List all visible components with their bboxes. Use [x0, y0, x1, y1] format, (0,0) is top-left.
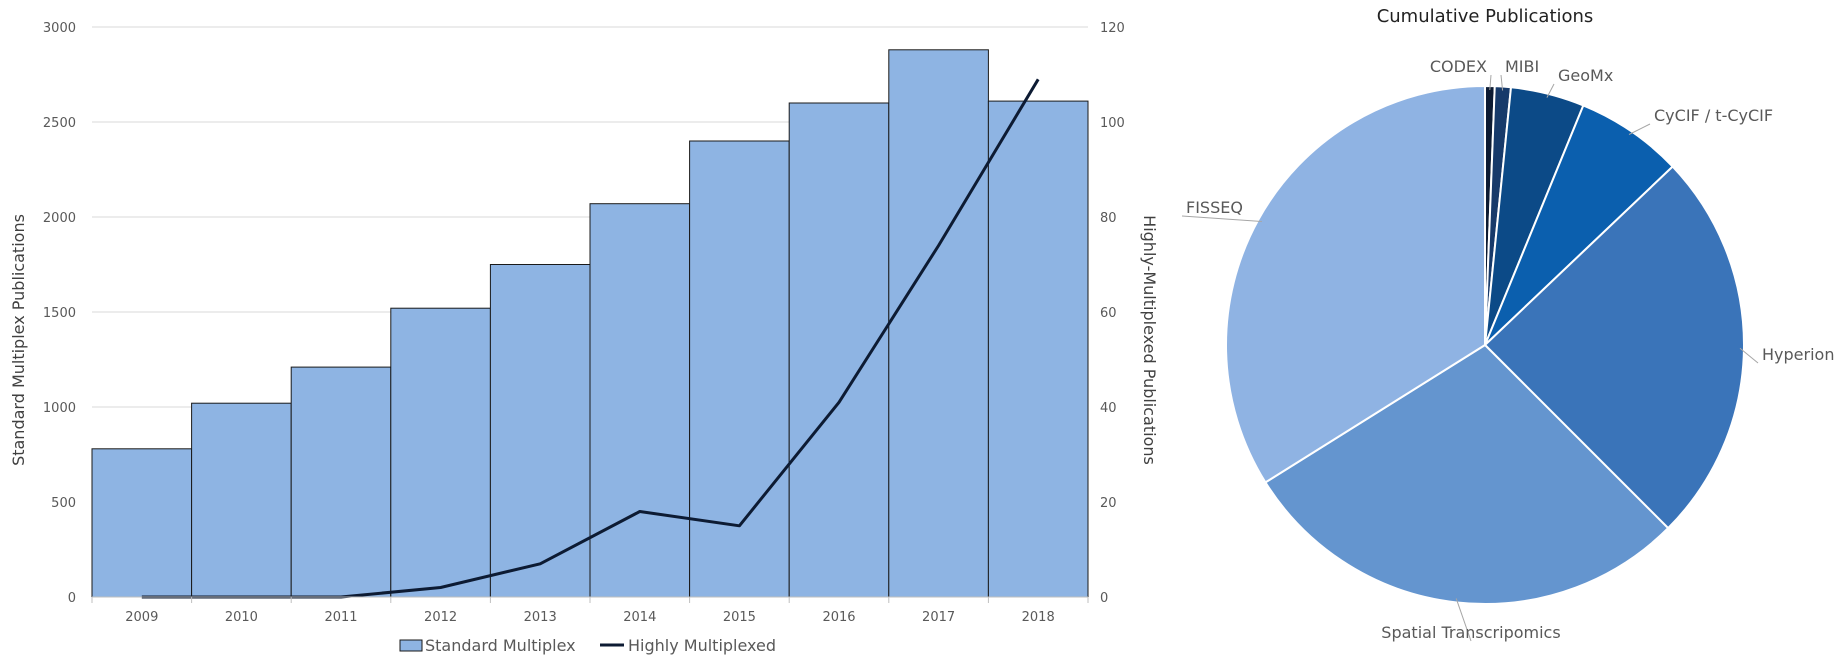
leader-line-fisseq	[1181, 215, 1262, 222]
pie-label-spatial-transcripomics: Spatial Transcripomics	[1381, 623, 1560, 642]
x-tick-label-2010: 2010	[225, 610, 258, 625]
pie-slice-fisseq	[1225, 84, 1486, 484]
y-axis-left-title: Standard Multiplex Publications	[9, 214, 28, 466]
pie-label-mibi: MIBI	[1505, 57, 1539, 76]
y-tick-label-left: 0	[68, 591, 76, 606]
pie-slice-hyperion	[1483, 165, 1745, 530]
y-axis-left: 0 500 1000 1500 2000 2500 3000	[43, 21, 76, 606]
x-tick-label-2017: 2017	[922, 610, 955, 625]
x-tick-label-2018: 2018	[1022, 610, 1055, 625]
legend-label-highly-multiplexed: Highly Multiplexed	[628, 636, 776, 655]
leader-line-spatial-transcripomics	[1455, 598, 1472, 642]
y-axis-right: 0 20 40 60 80 100 120	[1100, 21, 1125, 606]
combo-chart: 2009 2010 2011 2012 2013 2014 2015 2016 2017 2018…	[9, 21, 1159, 655]
y-tick-label-right: 80	[1100, 211, 1117, 226]
bar-2009	[91, 448, 193, 598]
y-tick-label-left: 3000	[43, 21, 76, 36]
y-tick-label-right: 60	[1100, 306, 1117, 321]
y-tick-label-left: 1000	[43, 401, 76, 416]
pie-slices	[1225, 84, 1745, 605]
pie-label-fisseq: FISSEQ	[1186, 198, 1243, 217]
x-axis: 2009 2010 2011 2012 2013 2014 2015 2016 2017 2018	[91, 596, 1089, 625]
x-tick-label-2011: 2011	[324, 610, 357, 625]
pie-slice-spatial-transcripomics	[1264, 343, 1670, 605]
x-tick-label-2012: 2012	[424, 610, 457, 625]
bar-2015	[689, 140, 790, 598]
x-tick-label-2009: 2009	[125, 610, 158, 625]
pie-label-codex: CODEX	[1430, 57, 1487, 76]
pie-labels: CODEX MIBI GeoMx CyCIF / t-CyCIF Hyperion Spa…	[1181, 57, 1834, 642]
bar-2014	[589, 203, 691, 598]
y-tick-label-right: 40	[1100, 401, 1117, 416]
pie-chart: Cumulative Publications CODEX MIBI GeoMx Cy…	[1181, 6, 1834, 642]
bar-2010	[191, 402, 292, 598]
y-tick-label-right: 0	[1100, 591, 1108, 606]
pie-label-geomx: GeoMx	[1558, 66, 1613, 85]
y-tick-label-right: 20	[1100, 496, 1117, 511]
x-tick-label-2016: 2016	[822, 610, 855, 625]
bar-2012	[390, 307, 491, 598]
bars	[91, 49, 1089, 598]
bar-2018	[987, 100, 1089, 598]
leader-line-mibi	[1500, 74, 1504, 91]
leader-line-geomx	[1546, 83, 1555, 98]
y-tick-label-right: 120	[1100, 21, 1125, 36]
y-axis-right-title: Highly-Multiplexed Publications	[1140, 215, 1159, 465]
leader-line-cycif-t-cycif	[1628, 123, 1651, 135]
pie-title: Cumulative Publications	[1377, 6, 1594, 27]
leader-line-hyperion	[1739, 347, 1759, 364]
x-tick-label-2014: 2014	[623, 610, 656, 625]
pie-label-cycif-t-cycif: CyCIF / t-CyCIF	[1654, 106, 1773, 125]
leader-line-codex	[1489, 74, 1492, 91]
legend-swatch-standard-multiplex	[399, 639, 423, 652]
y-tick-label-left: 2000	[43, 211, 76, 226]
chart-legend: Standard Multiplex Highly Multiplexed	[399, 636, 776, 655]
y-tick-label-left: 2500	[43, 116, 76, 131]
y-tick-label-right: 100	[1100, 116, 1125, 131]
x-tick-label-2013: 2013	[524, 610, 557, 625]
bar-2011	[290, 366, 392, 598]
y-tick-label-left: 1500	[43, 306, 76, 321]
x-tick-label-2015: 2015	[723, 610, 756, 625]
pie-label-hyperion: Hyperion	[1762, 345, 1834, 364]
pie-slice-cycif-t-cycif	[1484, 104, 1675, 346]
bar-2017	[888, 49, 989, 598]
y-tick-label-left: 500	[51, 496, 76, 511]
legend-label-standard-multiplex: Standard Multiplex	[425, 636, 576, 655]
